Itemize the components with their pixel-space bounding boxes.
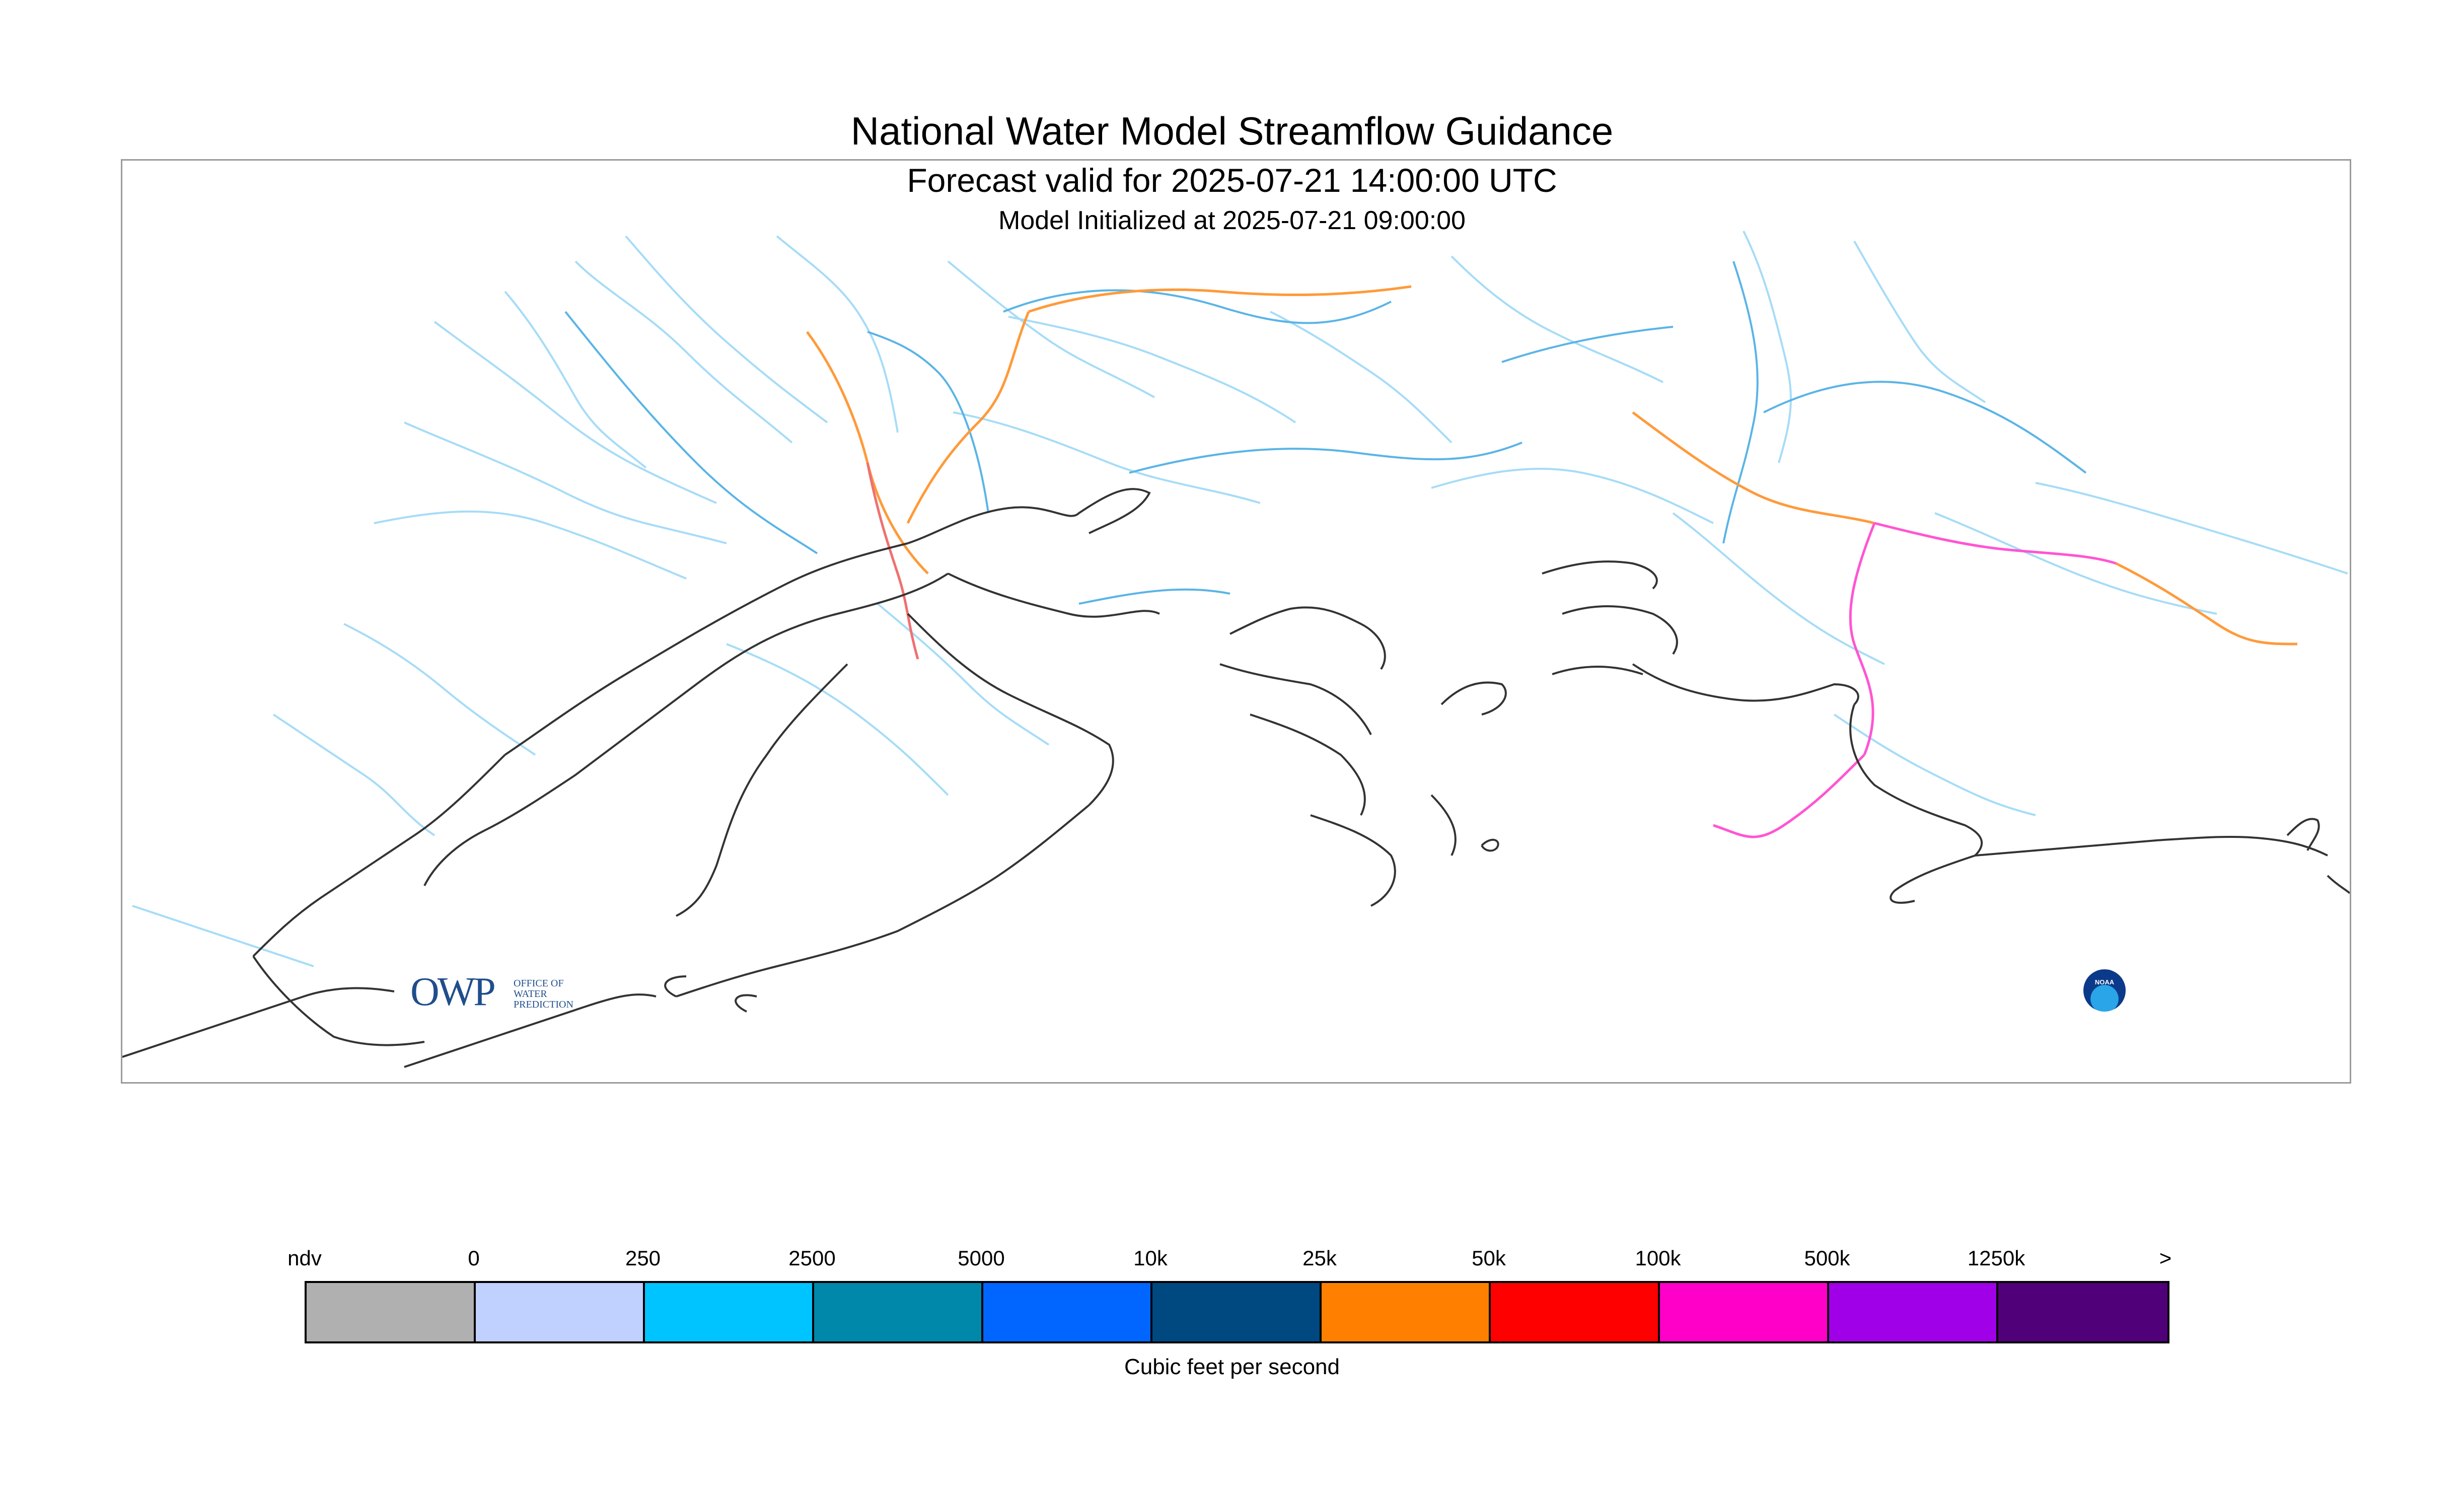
legend-tick: 100k — [1635, 1246, 1681, 1270]
model-initialized-time: Model Initialized at 2025-07-21 09:00:00 — [998, 206, 1466, 235]
legend-swatch — [1491, 1283, 1660, 1341]
legend-swatch — [645, 1283, 814, 1341]
legend-tick: 50k — [1472, 1246, 1506, 1270]
legend-swatch — [1322, 1283, 1491, 1341]
legend-units-label: Cubic feet per second — [1124, 1355, 1340, 1379]
river-network-mid — [564, 261, 2087, 605]
legend-tick: 25k — [1302, 1246, 1337, 1270]
legend-tick-labels: ndv 0 250 2500 5000 10k 25k 50k 100k 500… — [0, 1246, 2464, 1276]
legend-tick: > — [2159, 1246, 2172, 1270]
legend-swatch — [307, 1283, 476, 1341]
streamflow-map — [122, 231, 2350, 1068]
color-legend-bar — [305, 1281, 2169, 1343]
legend-swatch — [1152, 1283, 1322, 1341]
legend-swatch — [1998, 1283, 2167, 1341]
legend-swatch — [476, 1283, 645, 1341]
legend-tick: 10k — [1133, 1246, 1168, 1270]
noaa-logo-text: NOAA — [2094, 978, 2115, 986]
noaa-logo: NOAA — [2083, 969, 2126, 1012]
legend-tick: ndv — [287, 1246, 322, 1270]
page-title: National Water Model Streamflow Guidance — [850, 109, 1614, 153]
legend-tick: 500k — [1804, 1246, 1850, 1270]
legend-swatch — [983, 1283, 1152, 1341]
legend-tick: 5000 — [958, 1246, 1005, 1270]
map-frame[interactable] — [121, 159, 2351, 1084]
coastline — [122, 488, 2350, 1068]
legend-tick: 2500 — [788, 1246, 836, 1270]
forecast-valid-time: Forecast valid for 2025-07-21 14:00:00 U… — [907, 162, 1557, 199]
owp-logo-text: OFFICE OF WATER PREDICTION — [514, 978, 573, 1010]
river-network-high — [806, 285, 2298, 838]
legend-swatch — [1660, 1283, 1829, 1341]
legend-swatch — [1829, 1283, 1998, 1341]
legend-swatch — [814, 1283, 983, 1341]
owp-logo: OWP OFFICE OF WATER PREDICTION — [410, 969, 573, 1015]
legend-tick: 1250k — [1967, 1246, 2025, 1270]
river-network-low — [132, 231, 2348, 967]
owp-mark: OWP — [410, 970, 496, 1014]
legend-tick: 250 — [625, 1246, 661, 1270]
legend-tick: 0 — [468, 1246, 480, 1270]
